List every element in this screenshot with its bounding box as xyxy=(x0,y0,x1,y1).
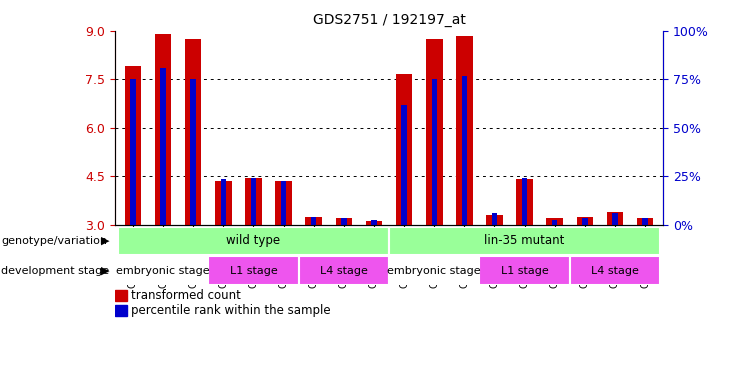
Text: L1 stage: L1 stage xyxy=(501,265,548,276)
Text: development stage: development stage xyxy=(1,265,110,276)
Text: embryonic stage: embryonic stage xyxy=(116,265,210,276)
Bar xyxy=(336,218,352,225)
Text: ▶: ▶ xyxy=(102,265,110,276)
Bar xyxy=(570,256,660,285)
Bar xyxy=(124,66,142,225)
Text: embryonic stage: embryonic stage xyxy=(388,265,481,276)
Bar xyxy=(276,181,292,225)
Bar xyxy=(118,227,389,255)
Bar xyxy=(130,79,136,225)
Bar xyxy=(118,256,208,285)
Bar xyxy=(396,74,413,225)
Text: L4 stage: L4 stage xyxy=(591,265,639,276)
Title: GDS2751 / 192197_at: GDS2751 / 192197_at xyxy=(313,13,465,27)
Bar xyxy=(479,256,570,285)
Bar xyxy=(546,218,563,225)
Text: ▶: ▶ xyxy=(102,236,110,246)
Bar xyxy=(365,222,382,225)
Bar xyxy=(552,220,557,225)
Text: L1 stage: L1 stage xyxy=(230,265,277,276)
Bar xyxy=(426,39,442,225)
Bar xyxy=(115,305,127,316)
Bar xyxy=(492,214,497,225)
Bar xyxy=(522,178,528,225)
Bar xyxy=(637,218,654,225)
Bar xyxy=(185,39,202,225)
Text: transformed count: transformed count xyxy=(131,289,242,302)
Text: percentile rank within the sample: percentile rank within the sample xyxy=(131,304,331,317)
Bar xyxy=(389,227,660,255)
Bar xyxy=(612,214,618,225)
Bar xyxy=(311,217,316,225)
Bar xyxy=(642,218,648,225)
Bar xyxy=(607,212,623,225)
Bar xyxy=(402,105,407,225)
Bar xyxy=(456,36,473,225)
Text: wild type: wild type xyxy=(227,235,281,247)
Bar xyxy=(245,178,262,225)
Bar xyxy=(576,217,593,225)
Bar xyxy=(190,79,196,225)
Bar xyxy=(250,178,256,225)
Bar xyxy=(281,181,286,225)
Bar xyxy=(299,256,389,285)
Bar xyxy=(431,79,437,225)
Text: genotype/variation: genotype/variation xyxy=(1,236,107,246)
Bar xyxy=(221,179,226,225)
Bar xyxy=(208,256,299,285)
Text: L4 stage: L4 stage xyxy=(320,265,368,276)
Bar xyxy=(389,256,479,285)
Bar xyxy=(486,215,502,225)
Bar xyxy=(160,68,166,225)
Bar xyxy=(371,220,376,225)
Bar xyxy=(155,34,171,225)
Bar xyxy=(115,290,127,301)
Bar xyxy=(516,179,533,225)
Bar xyxy=(341,218,347,225)
Bar xyxy=(215,181,232,225)
Text: lin-35 mutant: lin-35 mutant xyxy=(485,235,565,247)
Bar xyxy=(582,218,588,225)
Bar xyxy=(462,76,467,225)
Bar xyxy=(305,217,322,225)
